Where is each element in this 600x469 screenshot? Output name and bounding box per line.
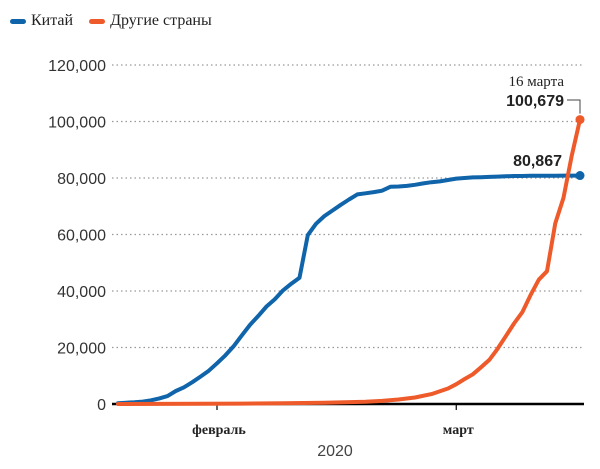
series-line-other xyxy=(116,117,582,406)
y-tick-label: 120,000 xyxy=(48,58,106,75)
x-tick-label: март xyxy=(443,423,474,438)
y-tick-label: 0 xyxy=(97,397,106,414)
legend: Китай Другие страны xyxy=(10,12,228,30)
x-tick-label: февраль xyxy=(192,423,246,438)
legend-label-other: Другие страны xyxy=(110,12,212,29)
y-tick-label: 100,000 xyxy=(48,115,106,132)
y-tick-label: 60,000 xyxy=(57,228,106,245)
legend-label-china: Китай xyxy=(31,12,74,29)
annotation-value-china: 80,867 xyxy=(513,153,562,170)
annotation-date: 16 марта xyxy=(509,74,565,90)
y-tick-label: 20,000 xyxy=(57,341,106,358)
legend-item-china: Китай xyxy=(10,12,73,30)
end-point-china xyxy=(575,171,585,181)
annotation-value-other: 100,679 xyxy=(506,93,564,110)
legend-swatch-other xyxy=(89,18,106,24)
y-tick-label: 40,000 xyxy=(57,284,106,301)
annotation-leader-line xyxy=(567,99,581,114)
series-line-china xyxy=(116,173,582,406)
x-axis-title: 2020 xyxy=(317,443,353,460)
end-point-other xyxy=(575,115,585,125)
legend-swatch-china xyxy=(10,18,26,24)
legend-item-other: Другие страны xyxy=(89,12,212,30)
y-tick-label: 80,000 xyxy=(57,171,106,188)
